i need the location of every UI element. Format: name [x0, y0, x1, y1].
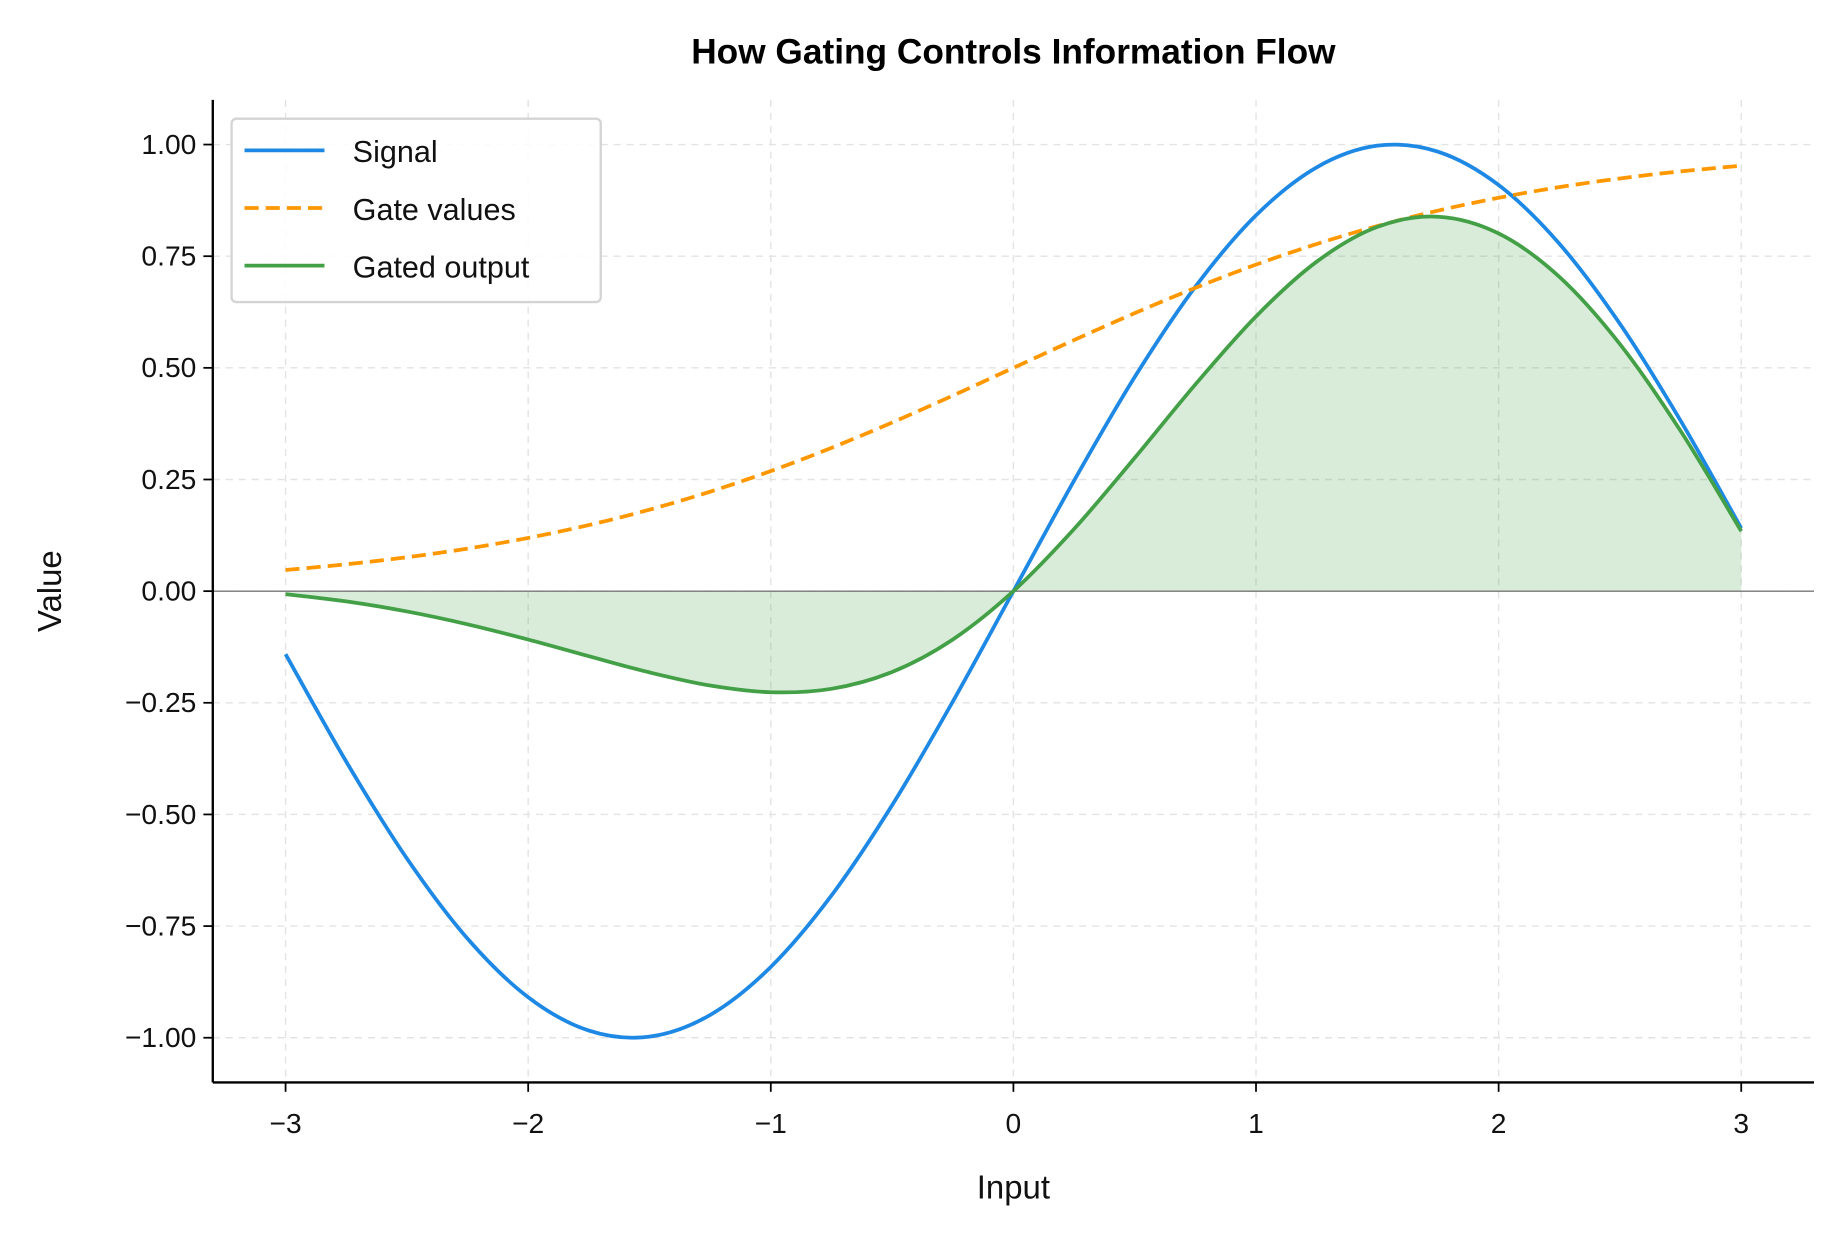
legend: Signal Gate values Gated output: [230, 117, 602, 304]
gated-output-fill: [285, 216, 1742, 693]
x-tick-label: −2: [512, 1107, 544, 1139]
x-tick-label: 0: [1006, 1107, 1022, 1139]
x-tick-label: 2: [1491, 1107, 1507, 1139]
x-tick-label: −3: [269, 1107, 301, 1139]
y-tick-label: −1.00: [125, 1021, 196, 1053]
legend-label: Gate values: [353, 193, 516, 227]
x-axis-label: Input: [977, 1169, 1050, 1206]
x-tick-label: 1: [1248, 1107, 1264, 1139]
y-axis-label: Value: [31, 550, 68, 632]
legend-box: [230, 117, 602, 304]
x-tick-label: −1: [755, 1107, 787, 1139]
y-tick-label: 0.75: [141, 240, 196, 272]
y-tick-label: 0.00: [141, 575, 196, 607]
chart-title: How Gating Controls Information Flow: [691, 32, 1336, 71]
axes: −3 −2 −1 0 1 2 3 1.00 0.75 0.50 0.25 0.00 −0.25 −0.50…: [125, 99, 1815, 1139]
y-tick-label: 0.50: [141, 351, 196, 383]
series-line-2: [285, 214, 1743, 695]
y-tick-label: −0.25: [125, 686, 196, 718]
x-tick-label: 3: [1733, 1107, 1749, 1139]
series-line-1: [285, 163, 1742, 572]
legend-label: Gated output: [353, 250, 530, 284]
y-tick-label: −0.50: [125, 798, 196, 830]
legend-label: Signal: [353, 135, 438, 169]
series-group: [283, 142, 1743, 1040]
y-tick-label: 0.25: [141, 463, 196, 495]
y-tick-label: 1.00: [141, 128, 196, 160]
y-tick-label: −0.75: [125, 909, 196, 941]
